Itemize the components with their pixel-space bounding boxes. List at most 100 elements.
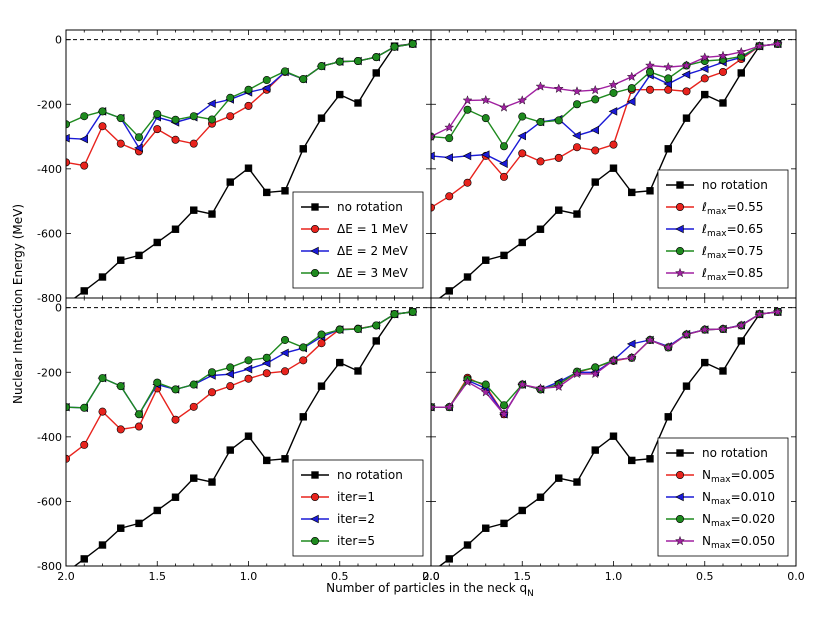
legend-label-subscript: max bbox=[707, 229, 727, 239]
y-tick-label: -400 bbox=[37, 431, 62, 444]
legend-marker bbox=[310, 246, 319, 256]
data-point bbox=[701, 358, 709, 367]
legend-label-subscript: max bbox=[707, 251, 727, 261]
data-point bbox=[682, 382, 691, 390]
data-point bbox=[682, 114, 691, 122]
data-point bbox=[153, 125, 162, 134]
data-point bbox=[171, 135, 180, 144]
data-point bbox=[573, 478, 581, 486]
data-point bbox=[681, 70, 691, 79]
data-point bbox=[555, 474, 563, 482]
panel-bottom-right: 2.0 1.5 1.0 0.5 0.0no rotationNmax=0.005Nmax… bbox=[422, 297, 805, 583]
legend-marker bbox=[310, 536, 319, 545]
data-point bbox=[135, 133, 144, 142]
data-point bbox=[517, 131, 526, 141]
legend-marker bbox=[311, 203, 319, 211]
data-point bbox=[98, 541, 107, 549]
data-point bbox=[66, 158, 70, 167]
data-point bbox=[153, 378, 162, 387]
legend-marker bbox=[310, 225, 319, 234]
legend-label-value: =0.020 bbox=[731, 512, 775, 526]
data-point bbox=[317, 382, 326, 390]
x-axis-title-subscript: N bbox=[527, 589, 534, 599]
data-point bbox=[681, 329, 692, 339]
legend-marker bbox=[676, 449, 684, 457]
legend-label: iter=1 bbox=[337, 490, 375, 504]
data-point bbox=[335, 57, 344, 66]
data-point bbox=[226, 93, 235, 102]
data-point bbox=[646, 187, 654, 195]
data-point bbox=[463, 105, 472, 114]
data-point bbox=[480, 150, 490, 159]
data-point bbox=[736, 46, 747, 57]
y-tick-label: -800 bbox=[37, 292, 62, 305]
data-point bbox=[591, 178, 599, 186]
data-point bbox=[281, 455, 289, 463]
data-point bbox=[444, 122, 455, 132]
legend-label-base: N bbox=[702, 468, 711, 482]
data-point bbox=[372, 53, 381, 62]
data-point bbox=[645, 334, 655, 345]
legend-marker bbox=[675, 224, 684, 234]
legend-label: Nmax=0.010 bbox=[702, 490, 775, 507]
panel-top-right: no rotationℓmax=0.55ℓmax=0.65ℓmax=0.75ℓm… bbox=[430, 29, 797, 299]
data-point bbox=[190, 474, 198, 482]
data-point bbox=[117, 524, 125, 532]
data-point bbox=[499, 159, 508, 168]
data-point bbox=[262, 76, 271, 85]
data-point bbox=[80, 287, 88, 295]
data-point bbox=[431, 401, 436, 412]
data-point bbox=[354, 367, 362, 375]
data-point bbox=[700, 74, 709, 83]
legend-label-value: =0.010 bbox=[731, 490, 775, 504]
data-point bbox=[572, 86, 582, 96]
data-point bbox=[645, 85, 654, 94]
legend-label: iter=2 bbox=[337, 512, 375, 526]
panels-group: 0 -200 -400 -600 -800 no rotation ΔE = 1 MeV ΔE… bbox=[37, 29, 805, 583]
data-point bbox=[66, 120, 70, 129]
data-point bbox=[244, 85, 253, 94]
data-point bbox=[719, 367, 727, 375]
data-point bbox=[317, 62, 326, 71]
y-tick-label: -200 bbox=[37, 366, 62, 379]
legend-label: no rotation bbox=[337, 468, 403, 482]
legend-label-base: ℓ bbox=[701, 266, 707, 280]
data-point bbox=[431, 131, 436, 141]
data-point bbox=[335, 325, 344, 334]
data-point bbox=[280, 335, 289, 344]
y-axis-title: Nuclear Interaction Energy (MeV) bbox=[11, 204, 25, 404]
data-point bbox=[336, 358, 344, 367]
data-point bbox=[299, 413, 307, 421]
legend-label: Nmax=0.020 bbox=[702, 512, 775, 529]
legend-label-subscript: max bbox=[707, 207, 727, 217]
data-point bbox=[244, 432, 253, 440]
x-tick-label: 2.0 bbox=[57, 570, 75, 583]
legend-label-base: ℓ bbox=[701, 244, 707, 258]
data-point bbox=[536, 157, 545, 166]
legend-label: ℓmax=0.55 bbox=[701, 200, 763, 217]
legend-label-value: =0.005 bbox=[731, 468, 775, 482]
data-point bbox=[135, 251, 143, 260]
data-point bbox=[153, 238, 161, 247]
data-point bbox=[500, 519, 508, 528]
data-point bbox=[263, 456, 271, 465]
data-point bbox=[535, 383, 546, 393]
data-point bbox=[243, 364, 253, 374]
data-point bbox=[262, 353, 271, 362]
data-point bbox=[171, 415, 180, 424]
data-point bbox=[645, 60, 655, 70]
data-point bbox=[445, 192, 454, 201]
panel-plot-area bbox=[431, 306, 783, 566]
data-point bbox=[190, 206, 198, 214]
data-point bbox=[480, 94, 491, 105]
legend-label: no rotation bbox=[702, 446, 768, 460]
data-point bbox=[663, 342, 674, 352]
data-point bbox=[171, 493, 180, 501]
x-tick-label: 2.0 bbox=[422, 570, 440, 583]
data-point bbox=[135, 410, 144, 419]
data-point bbox=[353, 56, 362, 65]
data-point bbox=[372, 69, 380, 77]
data-point bbox=[263, 188, 271, 197]
data-point bbox=[372, 321, 381, 330]
data-point bbox=[463, 178, 472, 187]
